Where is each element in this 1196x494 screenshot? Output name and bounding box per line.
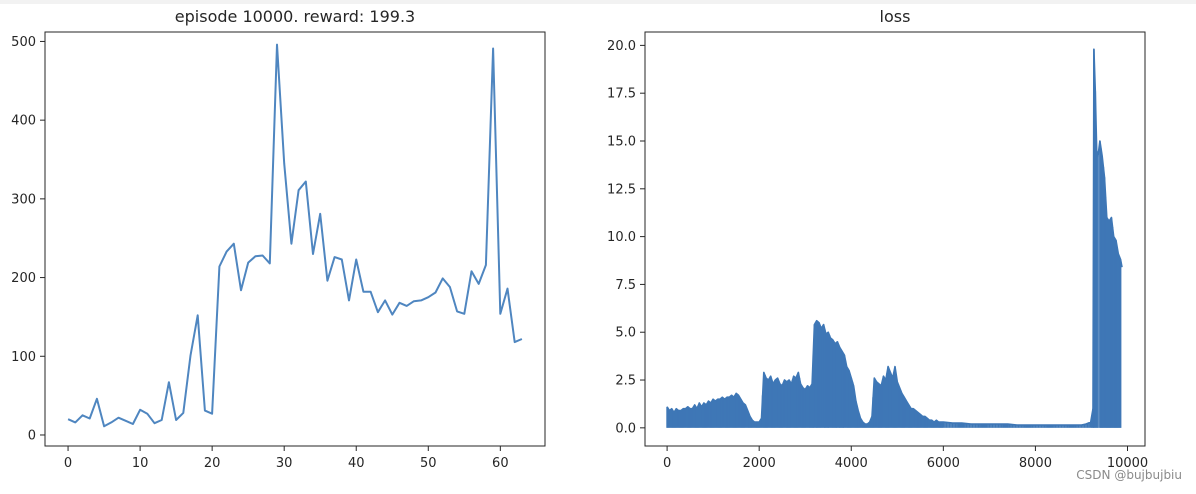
x-tick-label: 6000 xyxy=(927,456,960,471)
reward-chart-title: episode 10000. reward: 199.3 xyxy=(175,7,415,26)
x-tick-label: 4000 xyxy=(835,456,868,471)
x-tick-label: 0 xyxy=(663,456,671,471)
loss-chart-ticks: 0 2000 4000 6000 8000 10000 0.0 2.5 5.0 7.5 10.0 12… xyxy=(607,39,1148,471)
y-tick-label: 10.0 xyxy=(607,230,636,245)
x-tick-label: 30 xyxy=(276,456,293,471)
loss-chart-title: loss xyxy=(880,7,911,26)
y-tick-label: 2.5 xyxy=(615,374,636,389)
x-tick-label: 2000 xyxy=(743,456,776,471)
reward-chart-frame xyxy=(44,31,546,447)
reward-chart: episode 10000. reward: 199.3 0 10 20 30 40 50… xyxy=(11,7,546,471)
loss-series-line xyxy=(666,48,1123,426)
reward-series-line xyxy=(67,43,523,428)
y-tick-label: 0.0 xyxy=(615,421,636,436)
loss-chart: loss 0 2000 4000 6000 8000 10000 0.0 2.5 5.0 7.5 1… xyxy=(607,7,1148,471)
x-tick-label: 10000 xyxy=(1107,456,1148,471)
y-tick-label: 500 xyxy=(11,35,36,50)
y-tick-label: 7.5 xyxy=(615,278,636,293)
x-tick-label: 0 xyxy=(64,456,72,471)
x-tick-label: 50 xyxy=(420,456,437,471)
loss-chart-frame xyxy=(644,31,1146,447)
x-tick-label: 20 xyxy=(204,456,221,471)
y-tick-label: 0 xyxy=(28,428,36,443)
y-tick-label: 400 xyxy=(11,114,36,129)
x-tick-label: 10 xyxy=(132,456,149,471)
y-tick-label: 12.5 xyxy=(607,182,636,197)
y-tick-label: 100 xyxy=(11,350,36,365)
y-tick-label: 300 xyxy=(11,192,36,207)
y-tick-label: 17.5 xyxy=(607,87,636,102)
y-tick-label: 20.0 xyxy=(607,39,636,54)
x-tick-label: 40 xyxy=(348,456,365,471)
reward-chart-ticks: 0 10 20 30 40 50 60 0 100 200 300 400 500 xyxy=(11,35,508,471)
x-tick-label: 60 xyxy=(492,456,509,471)
y-tick-label: 200 xyxy=(11,271,36,286)
y-tick-label: 5.0 xyxy=(615,326,636,341)
top-border xyxy=(0,0,1196,4)
watermark-text: CSDN @bujbujbiu xyxy=(1076,468,1182,482)
x-tick-label: 8000 xyxy=(1019,456,1052,471)
y-tick-label: 15.0 xyxy=(607,134,636,149)
